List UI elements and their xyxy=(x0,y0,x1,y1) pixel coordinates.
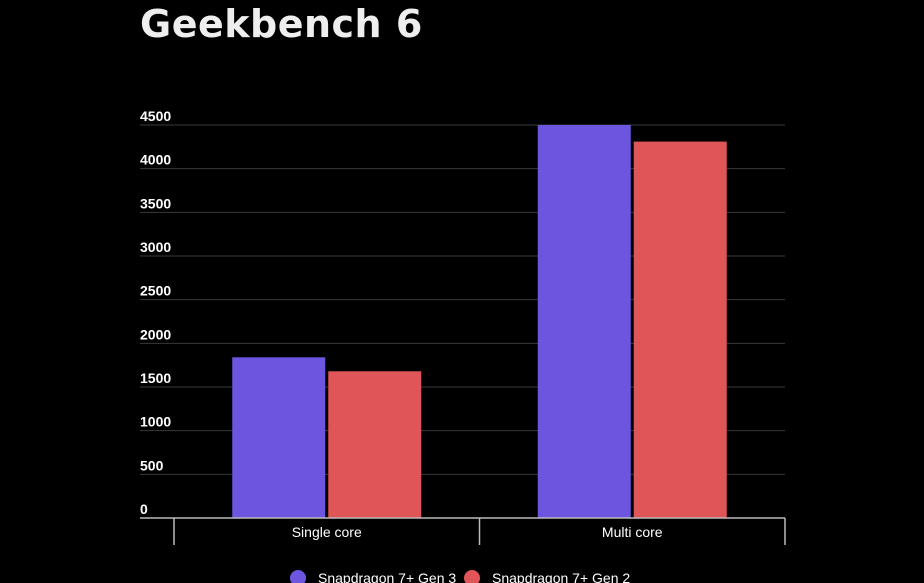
x-category-label: Multi core xyxy=(602,524,663,540)
y-tick-label: 2500 xyxy=(140,283,171,299)
y-tick-label: 1500 xyxy=(140,370,171,386)
y-tick-label: 500 xyxy=(140,457,164,473)
y-tick-label: 1000 xyxy=(140,414,171,430)
bar-gen3-single-core xyxy=(232,357,326,518)
y-tick-label: 3500 xyxy=(140,195,171,211)
bar-gen3-multi-core xyxy=(537,125,631,518)
y-tick-label: 0 xyxy=(140,501,148,517)
x-axis xyxy=(140,517,786,545)
legend-swatch xyxy=(464,570,480,583)
y-tick-label: 4000 xyxy=(140,152,171,168)
x-category-label: Single core xyxy=(292,524,362,540)
bar-gen2-multi-core xyxy=(633,141,727,519)
chart-title: Geekbench 6 xyxy=(140,2,423,46)
bar-gen2-single-core xyxy=(328,371,422,518)
legend: Snapdragon 7+ Gen 3 Snapdragon 7+ Gen 2 xyxy=(290,570,630,583)
y-tick-label: 3000 xyxy=(140,239,171,255)
legend-swatch xyxy=(290,570,306,583)
category-labels: Single core Multi core xyxy=(292,524,663,540)
legend-label: Snapdragon 7+ Gen 3 xyxy=(318,570,456,583)
y-tick-label: 4500 xyxy=(140,108,171,124)
legend-label: Snapdragon 7+ Gen 2 xyxy=(492,570,630,583)
y-axis-ticks: 0 500 1000 1500 2000 2500 3000 3500 4000 4500 xyxy=(140,108,171,517)
y-tick-label: 2000 xyxy=(140,326,171,342)
bars xyxy=(232,125,727,519)
